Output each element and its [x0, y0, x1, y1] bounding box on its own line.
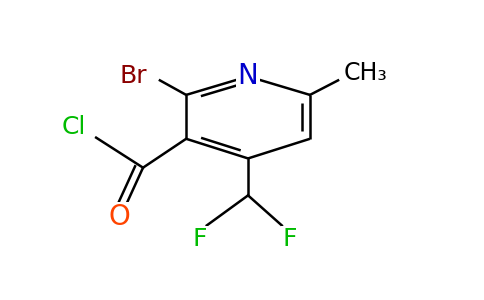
Text: F: F: [192, 227, 207, 251]
Text: CH₃: CH₃: [344, 61, 388, 85]
Text: Cl: Cl: [61, 115, 86, 139]
Text: F: F: [282, 227, 297, 251]
Text: N: N: [238, 62, 258, 90]
Text: O: O: [109, 203, 131, 231]
Text: Br: Br: [119, 64, 147, 88]
